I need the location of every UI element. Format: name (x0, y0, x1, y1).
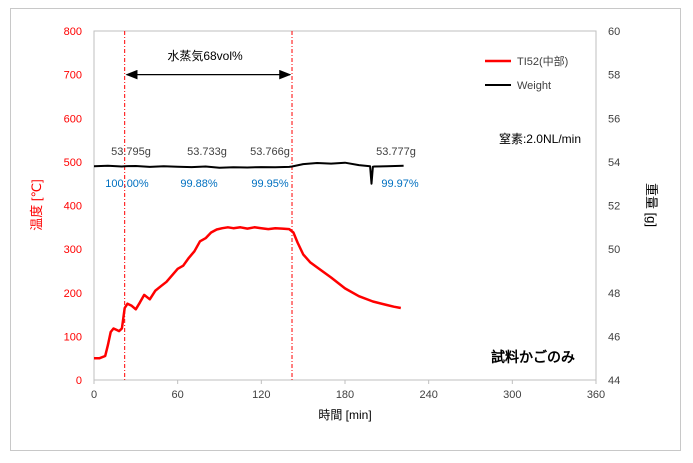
chart-svg: 0 60 120 180 240 300 360 0 100 200 300 400 500 600 70… (29, 26, 659, 422)
x-tick-labels: 0 60 120 180 240 300 360 (91, 380, 605, 401)
legend-label-temperature: TI52(中部) (517, 54, 568, 68)
y-right-tick-label: 58 (608, 70, 620, 82)
y-right-tick-label: 50 (608, 244, 620, 256)
y-right-axis-label: 重量 [g] (644, 183, 659, 227)
x-tick-label: 60 (172, 389, 184, 401)
legend-label-weight: Weight (517, 80, 551, 92)
steam-label: 水蒸気68vol% (167, 48, 243, 63)
y-left-tick-label: 800 (64, 26, 82, 38)
ratio-annotation-4: 99.97% (381, 178, 419, 190)
ratio-annotation-1: 100.00% (105, 178, 149, 190)
y-left-tick-label: 600 (64, 113, 82, 125)
nitrogen-label: 窒素:2.0NL/min (499, 131, 581, 146)
legend: TI52(中部) Weight (485, 54, 568, 92)
weight-annotation-3: 53.766g (250, 146, 290, 158)
series-line-temperature (94, 226, 402, 360)
y-left-tick-label: 100 (64, 331, 82, 343)
y-left-tick-label: 0 (76, 375, 82, 387)
y-left-tick-label: 400 (64, 201, 82, 213)
y-left-tick-label: 200 (64, 288, 82, 300)
y-right-tick-label: 54 (608, 157, 620, 169)
y-right-tick-label: 46 (608, 331, 620, 343)
weight-annotation-2: 53.733g (187, 146, 227, 158)
ratio-annotation-2: 99.88% (180, 178, 218, 190)
reference-lines (124, 31, 293, 380)
y-left-tick-label: 700 (64, 70, 82, 82)
series-line-weight (93, 161, 404, 185)
y-right-tick-label: 44 (608, 375, 620, 387)
weight-annotation-4: 53.777g (376, 146, 416, 158)
ratio-annotation-3: 99.95% (251, 178, 289, 190)
x-tick-label: 120 (252, 389, 270, 401)
sample-label: 試料かごのみ (491, 349, 575, 365)
x-tick-label: 300 (503, 389, 521, 401)
y-right-tick-labels: 44 46 48 50 52 54 56 58 60 (608, 26, 620, 387)
x-tick-label: 240 (419, 389, 437, 401)
weight-annotation-1: 53.795g (111, 146, 151, 158)
x-tick-label: 180 (336, 389, 354, 401)
x-tick-label: 0 (91, 389, 97, 401)
x-tick-label: 360 (587, 389, 605, 401)
y-right-tick-label: 52 (608, 201, 620, 213)
y-left-tick-label: 500 (64, 157, 82, 169)
x-axis-label: 時間 [min] (318, 408, 371, 422)
y-left-axis-label: 温度 [℃] (29, 179, 44, 230)
y-right-tick-label: 60 (608, 26, 620, 38)
y-right-tick-label: 56 (608, 113, 620, 125)
y-right-tick-label: 48 (608, 288, 620, 300)
y-left-tick-label: 300 (64, 244, 82, 256)
y-left-tick-labels: 0 100 200 300 400 500 600 700 800 (64, 26, 82, 387)
chart-frame: 0 60 120 180 240 300 360 0 100 200 300 400 500 600 70… (10, 8, 681, 451)
